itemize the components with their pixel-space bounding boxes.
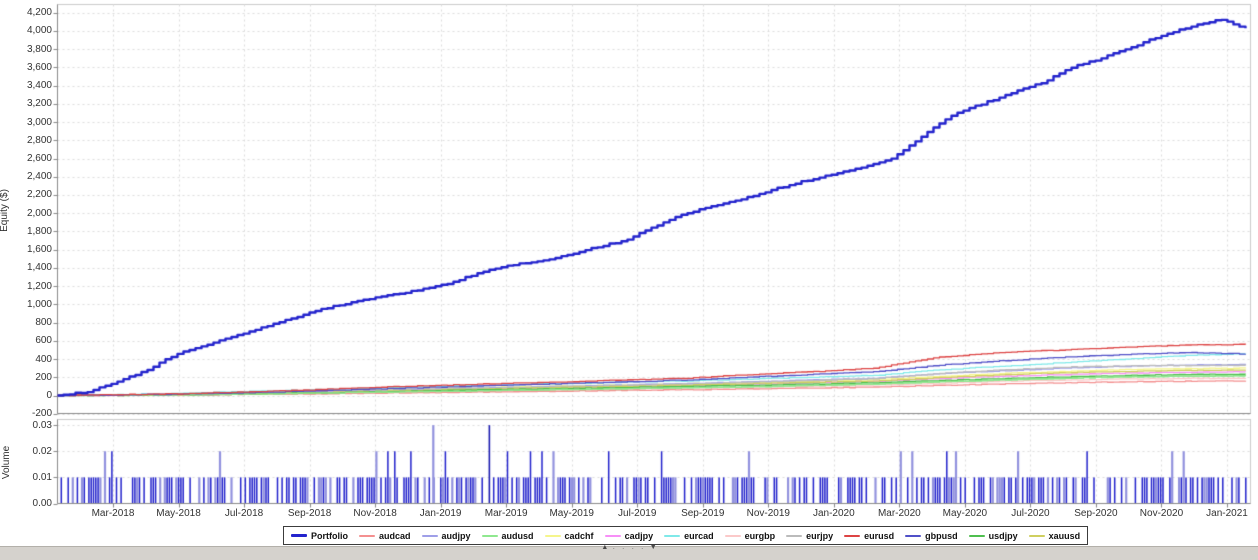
legend-item-usdjpy[interactable]: usdjpy [968, 530, 1018, 541]
date-xtick-label: Mar-2020 [877, 508, 921, 519]
legend-line-swatch [544, 534, 561, 537]
legend-item-label: audcad [379, 530, 411, 541]
legend-item-label: cadjpy [624, 530, 654, 541]
legend-item-eurgbp[interactable]: eurgbp [724, 530, 776, 541]
date-xtick-label: Sep-2018 [287, 508, 332, 519]
date-xtick-label: Sep-2020 [1074, 508, 1118, 519]
pager-up-icon[interactable]: ▲ [601, 544, 609, 551]
equity-ytick-label: 3,000 [26, 116, 52, 128]
date-xtick-label: Sep-2019 [681, 508, 725, 519]
legend-item-label: cadchf [564, 530, 594, 541]
legend-item-label: eurgbp [744, 530, 776, 541]
equity-ytick-label: 0 [46, 390, 52, 401]
equity-ytick-label: 3,800 [26, 43, 52, 55]
equity-ytick-label: 1,600 [26, 244, 52, 256]
legend-item-audjpy[interactable]: audjpy [421, 530, 471, 541]
legend-item-audusd[interactable]: audusd [481, 530, 534, 541]
equity-ytick-label: 3,600 [26, 61, 52, 73]
date-xtick-label: Jul-2018 [224, 508, 264, 519]
legend-item-gbpusd[interactable]: gbpusd [905, 531, 958, 541]
pager-dots: · · · · [612, 543, 646, 553]
equity-ytick-label: 1,200 [26, 280, 52, 292]
legend-item-audcad[interactable]: audcad [359, 531, 411, 541]
equity-ytick-label: 200 [35, 371, 52, 383]
equity-ytick-label: 4,200 [26, 7, 52, 19]
pager-down-icon[interactable]: ▼ [649, 544, 657, 551]
date-xtick-label: Mar-2019 [484, 508, 528, 519]
legend-item-label: Portfolio [311, 530, 348, 541]
equity-ytick-label: 1,800 [26, 225, 52, 237]
equity-ytick-label: -200 [31, 408, 52, 420]
legend-item-eurusd[interactable]: eurusd [844, 531, 894, 541]
legend-line-swatch [604, 534, 621, 537]
date-xtick-label: Nov-2020 [1139, 508, 1184, 519]
date-xtick-label: Mar-2018 [91, 508, 135, 519]
legend-item-cadchf[interactable]: cadchf [544, 530, 594, 541]
equity-axis-title: Equity ($) [0, 189, 10, 232]
date-xtick-label: Jan-2020 [812, 508, 855, 519]
legend-item-eurjpy[interactable]: eurjpy [786, 531, 833, 541]
window-footer-bar [0, 546, 1258, 560]
date-xtick-label: May-2020 [942, 508, 988, 519]
equity-ytick-label: 1,000 [26, 298, 52, 310]
legend-item-xauusd[interactable]: xauusd [1028, 530, 1081, 541]
date-xtick-label: Jul-2020 [1011, 508, 1050, 519]
date-xtick-label: Jul-2019 [618, 508, 657, 519]
volume-ytick-label: 0.02 [32, 445, 52, 457]
legend-line-swatch [905, 534, 922, 537]
legend-line-swatch [844, 534, 861, 537]
volume-ytick-label: 0.03 [32, 419, 52, 431]
legend-line-swatch [421, 534, 438, 537]
legend-line-swatch [968, 534, 985, 537]
equity-ytick-label: 2,200 [26, 189, 52, 201]
legend-item-label: audusd [501, 530, 534, 541]
equity-ytick-label: 2,000 [26, 207, 52, 219]
date-xtick-label: May-2019 [549, 508, 594, 519]
legend-item-label: gbpusd [925, 530, 958, 541]
equity-ytick-label: 4,000 [26, 25, 52, 37]
equity-ytick-label: 1,400 [26, 262, 52, 274]
date-xtick-label: Nov-2018 [353, 508, 397, 519]
legend-item-label: eurjpy [806, 530, 834, 541]
legend-item-eurcad[interactable]: eurcad [664, 531, 714, 541]
date-xtick-label: Jan-2021 [1206, 508, 1248, 519]
legend-line-swatch [291, 534, 307, 537]
series-legend: Portfolio audcad audjpy audusd cadchf cadjpy e… [283, 526, 1089, 545]
legend-line-swatch [1028, 534, 1045, 537]
volume-ytick-label: 0.01 [32, 471, 52, 483]
equity-ytick-label: 600 [35, 335, 52, 347]
date-xtick-label: May-2018 [156, 508, 201, 519]
equity-ytick-label: 2,800 [26, 134, 52, 146]
equity-volume-plot-canvas[interactable] [0, 0, 1258, 546]
legend-line-swatch [664, 534, 681, 537]
volume-axis-title: Volume [1, 445, 13, 480]
legend-item-label: audjpy [441, 530, 471, 541]
volume-ytick-label: 0.00 [32, 498, 52, 509]
date-xtick-label: Nov-2019 [746, 508, 790, 519]
legend-pager: ▲ · · · · ▼ [601, 543, 657, 553]
equity-ytick-label: 400 [35, 353, 52, 365]
legend-line-swatch [481, 534, 498, 537]
legend-line-swatch [786, 534, 803, 537]
equity-ytick-label: 800 [35, 317, 52, 329]
legend-line-swatch [359, 534, 375, 537]
legend-line-swatch [724, 534, 741, 537]
legend-item-label: eurusd [864, 530, 895, 541]
equity-ytick-label: 2,600 [26, 153, 52, 164]
legend-item-cadjpy[interactable]: cadjpy [604, 530, 654, 541]
legend-item-label: eurcad [684, 530, 714, 541]
legend-item-label: xauusd [1048, 530, 1081, 541]
equity-ytick-label: 3,400 [26, 80, 52, 92]
legend-item-label: usdjpy [988, 530, 1018, 541]
date-xtick-label: Jan-2019 [419, 508, 462, 519]
equity-ytick-label: 2,400 [26, 171, 52, 183]
legend-item-Portfolio[interactable]: Portfolio [291, 531, 348, 541]
equity-ytick-label: 3,200 [26, 98, 52, 110]
